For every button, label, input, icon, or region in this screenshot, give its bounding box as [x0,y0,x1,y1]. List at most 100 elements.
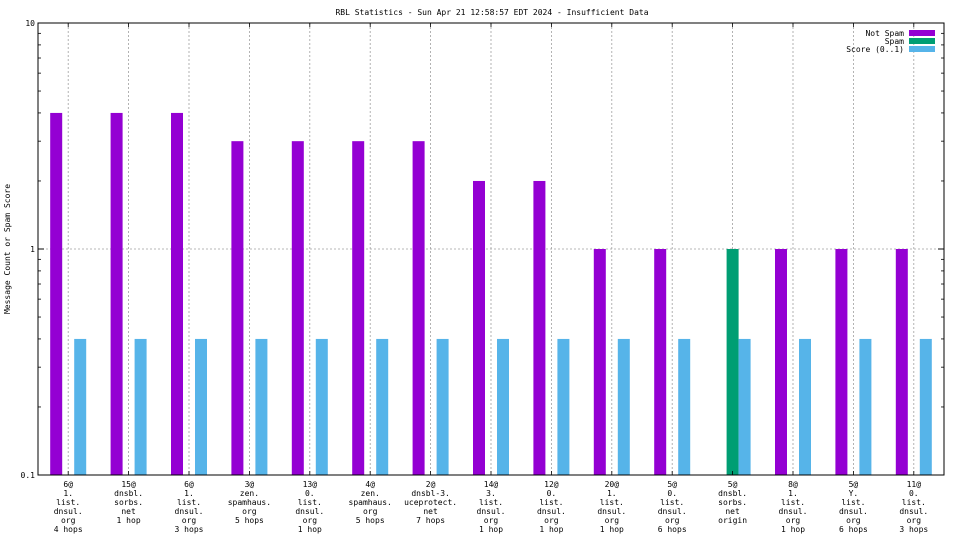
x-tick-label: 0. [909,489,919,498]
bar-score-0-1 [315,338,328,475]
x-tick-label: origin [718,516,747,525]
x-tick-label: Y. [849,489,859,498]
bar-not-spam [593,249,606,475]
bar-not-spam [291,141,304,475]
bar-marks [50,112,932,475]
x-tick-label: 5@ [849,480,859,489]
legend-swatch [909,30,935,36]
x-tick-label: sorbs. [114,498,143,507]
x-tick-label: dnsul. [779,507,808,516]
bar-score-0-1 [859,338,872,475]
x-tick-label: org [665,516,680,525]
bar-score-0-1 [738,338,751,475]
y-tick-label: 0.1 [21,471,36,480]
x-tick-label: org [846,516,861,525]
x-tick-label: 14@ [484,480,499,489]
x-tick-label: dnsul. [597,507,626,516]
x-tick-label: 6@ [63,480,73,489]
x-tick-label: list. [298,498,322,507]
x-tick-label: org [786,516,801,525]
x-tick-label: org [303,516,318,525]
x-tick-label: 1 hop [539,525,563,534]
x-tick-label: 8@ [788,480,798,489]
legend-swatch [909,38,935,44]
x-tick-label: 5 hops [235,516,264,525]
x-tick-label: 4 hops [54,525,83,534]
x-tick-label: org [605,516,620,525]
chart-title: RBL Statistics - Sun Apr 21 12:58:57 EDT… [335,8,648,17]
x-tick-label: list. [177,498,201,507]
x-tick-label: 5@ [728,480,738,489]
x-tick-label: list. [902,498,926,507]
legend-label: Score (0..1) [846,45,904,54]
y-tick-labels: 0.1 1 10 [21,19,36,480]
y-tick-label: 1 [30,245,35,254]
bar-score-0-1 [617,338,630,475]
x-tick-label: spamhaus. [349,498,392,507]
y-tick-label: 10 [25,19,35,28]
bar-not-spam [171,112,183,475]
x-tick-label: dnsul. [54,507,83,516]
bar-score-0-1 [255,338,268,475]
x-tick-label: 1 hop [479,525,503,534]
x-tick-label: 3 hops [899,525,928,534]
x-tick-label: 3@ [245,480,255,489]
bar-not-spam [231,141,244,475]
grid-lines [38,23,944,475]
bar-not-spam [775,249,787,475]
bar-score-0-1 [919,338,932,475]
bar-score-0-1 [799,338,811,475]
x-tick-label: 13@ [303,480,318,489]
x-tick-label: 7 hops [416,516,445,525]
x-tick-label: net [423,507,438,516]
x-tick-label: dnsul. [175,507,204,516]
x-tick-label: 1 hop [600,525,624,534]
x-tick-label: org [544,516,559,525]
bar-not-spam [654,249,667,475]
x-tick-label: 5@ [667,480,677,489]
x-tick-label: net [121,507,136,516]
bar-not-spam [835,249,848,475]
x-tick-label: 3. [486,489,496,498]
bar-not-spam [110,112,123,475]
x-tick-label: 0. [305,489,315,498]
x-tick-label: dnsul. [899,507,928,516]
x-tick-label: zen. [361,489,380,498]
x-tick-label: 12@ [544,480,559,489]
x-tick-label: spamhaus. [228,498,271,507]
x-tick-label: org [484,516,499,525]
axis-ticks [38,22,944,476]
x-tick-label: dnsbl. [114,489,143,498]
bar-score-0-1 [436,338,449,475]
x-tick-label: 5 hops [356,516,385,525]
x-tick-label: org [182,516,197,525]
bar-score-0-1 [74,338,87,475]
x-tick-label: list. [600,498,624,507]
x-tick-label: net [725,507,740,516]
bar-spam [726,249,739,475]
x-tick-label: 6 hops [839,525,868,534]
x-tick-label: dnsul. [295,507,324,516]
legend-label: Spam [885,37,904,46]
x-tick-label: org [61,516,76,525]
x-tick-label: 11@ [907,480,922,489]
x-tick-label: 0. [667,489,677,498]
x-tick-label: 6@ [184,480,194,489]
legend-label: Not Spam [865,29,904,38]
bar-not-spam [412,141,425,475]
bar-not-spam [352,141,365,475]
bar-score-0-1 [134,338,147,475]
x-tick-label: 3 hops [175,525,204,534]
x-tick-label: 15@ [121,480,136,489]
x-tick-label: dnsbl-3. [411,489,450,498]
x-tick-label: sorbs. [718,498,747,507]
x-tick-label: dnsul. [477,507,506,516]
bar-score-0-1 [678,338,691,475]
x-tick-label: 1. [788,489,798,498]
x-tick-label: dnsbl. [718,489,747,498]
bar-not-spam [895,249,908,475]
x-tick-label: 4@ [365,480,375,489]
x-tick-label: dnsul. [658,507,687,516]
